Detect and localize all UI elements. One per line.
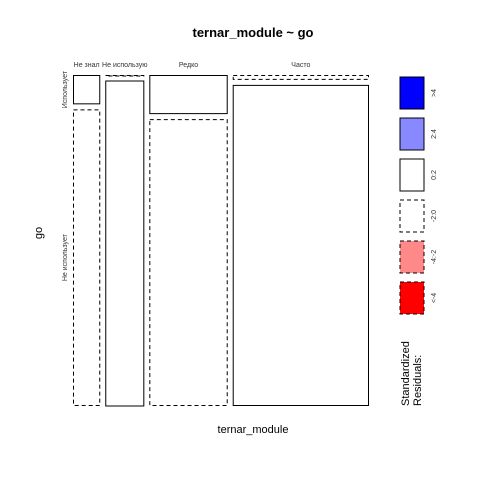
legend-title-line-2: Residuals: <box>412 355 424 406</box>
x-tick-label-3: Часто <box>291 62 310 69</box>
mosaic-tile-3-0 <box>232 75 369 80</box>
x-tick-label-2: Редко <box>179 62 198 69</box>
mosaic-tiles <box>73 75 369 407</box>
mosaic-tile-2-1 <box>149 119 228 407</box>
legend-swatch-3 <box>399 199 425 233</box>
y-tick-label-0: Использует <box>62 70 69 108</box>
legend-label-2: 0:2 <box>431 170 438 180</box>
legend-label-4: -4:-2 <box>431 250 438 265</box>
chart-title: ternar_module ~ go <box>193 25 314 40</box>
legend: Standardized Residuals: >4 2:4 0:2 -2:0 -4:-… <box>399 76 438 406</box>
legend-swatch-0 <box>399 76 425 110</box>
legend-label-3: -2:0 <box>431 210 438 222</box>
mosaic-tile-1-0 <box>105 75 145 77</box>
y-tick-label-1: Не использует <box>62 233 69 281</box>
legend-swatch-2 <box>399 158 425 192</box>
legend-title-line-1: Standardized <box>400 341 412 406</box>
legend-label-1: 2:4 <box>431 129 438 139</box>
x-tick-labels: Не знал Не использую Редко Часто <box>74 62 311 69</box>
x-tick-label-0: Не знал <box>74 62 100 69</box>
legend-label-5: <-4 <box>431 293 438 303</box>
mosaic-tile-0-1 <box>73 109 101 406</box>
legend-label-0: >4 <box>431 89 438 97</box>
x-axis-label: ternar_module <box>218 424 289 436</box>
mosaic-tile-2-0 <box>149 75 228 115</box>
mosaic-tile-1-1 <box>105 80 145 407</box>
legend-swatch-1 <box>399 117 425 151</box>
y-tick-labels: Использует Не использует <box>62 70 69 281</box>
legend-swatch-4 <box>399 240 425 274</box>
mosaic-tile-3-1 <box>232 84 369 406</box>
y-axis-label: go <box>33 227 45 239</box>
mosaic-tile-0-0 <box>73 75 101 105</box>
legend-swatch-5 <box>399 281 425 315</box>
x-tick-label-1: Не использую <box>102 62 147 69</box>
